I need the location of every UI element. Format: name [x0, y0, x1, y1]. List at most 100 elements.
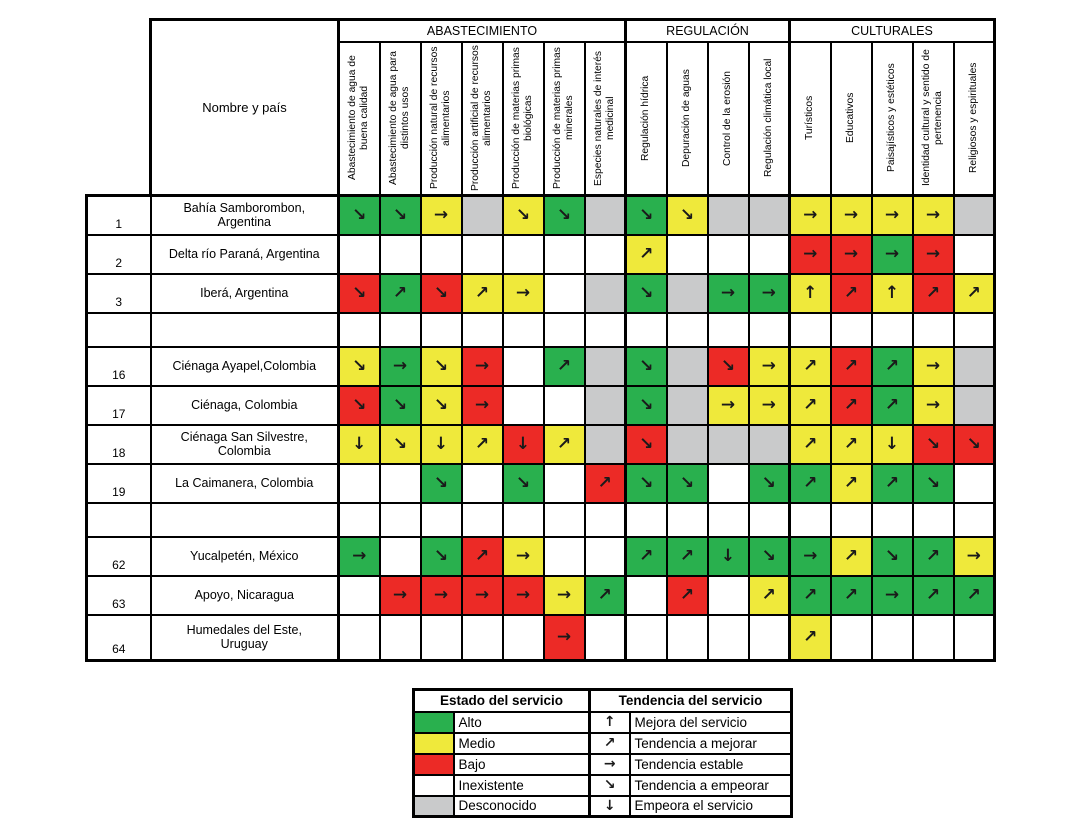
state-label: Medio — [452, 731, 591, 755]
service-cell: ↗ — [583, 462, 627, 504]
service-cell: ↗ — [911, 535, 955, 577]
service-cell: → — [419, 574, 463, 616]
service-cell: ↘ — [624, 194, 668, 236]
service-cell: → — [788, 233, 832, 275]
service-cell — [542, 272, 586, 314]
service-cell: ↘ — [952, 423, 996, 465]
row-number: 18 — [85, 423, 152, 465]
service-cell — [665, 272, 709, 314]
service-cell: → — [952, 535, 996, 577]
service-cell: ↘ — [665, 194, 709, 236]
service-cell: ↗ — [870, 345, 914, 387]
service-cell: ↗ — [952, 272, 996, 314]
service-cell: ↗ — [624, 233, 668, 275]
column-header-label: Especies naturales de interés medicinal — [592, 50, 616, 186]
spacer-row — [85, 501, 996, 538]
service-cell — [952, 501, 996, 538]
service-cell: ↗ — [788, 462, 832, 504]
wetland-row: 16 Ciénaga Ayapel,Colombia ↘ → ↘ → ↗ ↘ ↘ → ↗ ↗ ↗ → — [85, 345, 996, 387]
column-header: Control de la erosión — [706, 40, 750, 197]
row-number — [85, 311, 152, 348]
trend-label: Tendencia a mejorar — [628, 731, 793, 755]
service-cell — [665, 311, 709, 348]
service-cell — [337, 233, 381, 275]
service-cell: ↗ — [788, 384, 832, 426]
service-cell: ↘ — [624, 345, 668, 387]
column-header: Producción artificial de recursos alimen… — [460, 40, 504, 197]
wetland-row: 62 Yucalpetén, México → ↘ ↗ → ↗ ↗ ↓ ↘ → ↗ ↘ ↗ → — [85, 535, 996, 577]
service-cell — [706, 574, 750, 616]
state-label: Alto — [452, 710, 591, 734]
service-cell: → — [829, 233, 873, 275]
service-cell: ↘ — [378, 194, 422, 236]
service-cell: ↘ — [747, 462, 791, 504]
legend-row: Desconocido ↓ Empeora el servicio — [412, 794, 793, 818]
trend-arrow-icon: ↗ — [588, 731, 631, 755]
service-cell: ↗ — [911, 574, 955, 616]
service-cell — [747, 423, 791, 465]
service-cell — [952, 384, 996, 426]
service-cell: ↘ — [911, 462, 955, 504]
matrix-header: Nombre y país ABASTECIMIENTO REGULACIÓN CU… — [86, 18, 996, 197]
column-header-label: Identidad cultural y sentido de pertenen… — [921, 49, 944, 187]
wetland-name: Humedales del Este, Uruguay — [149, 613, 340, 662]
service-cell — [501, 311, 545, 348]
service-cell: ↗ — [460, 272, 504, 314]
service-cell: ↗ — [788, 423, 832, 465]
service-cell — [952, 233, 996, 275]
column-header: Especies naturales de interés medicinal — [583, 40, 627, 197]
service-cell — [952, 462, 996, 504]
service-cell — [460, 462, 504, 504]
wetland-name: Apoyo, Nicaragua — [149, 574, 340, 616]
state-color-swatch — [412, 710, 455, 734]
service-cell: ↘ — [337, 384, 381, 426]
service-cell: ↑ — [788, 272, 832, 314]
service-cell: → — [542, 574, 586, 616]
service-cell: ↗ — [829, 272, 873, 314]
service-cell: ↘ — [624, 272, 668, 314]
service-cell — [378, 462, 422, 504]
legend-body: Alto ↑ Mejora del servicio Medio ↗ Tendencia … — [412, 710, 793, 818]
service-cell — [747, 233, 791, 275]
row-number: 62 — [85, 535, 152, 577]
service-cell — [706, 613, 750, 662]
wetland-row: 17 Ciénaga, Colombia ↘ ↘ ↘ → ↘ → → ↗ ↗ ↗ → — [85, 384, 996, 426]
column-header: Producción de materias primas biológicas — [501, 40, 545, 197]
service-cell: ↗ — [829, 345, 873, 387]
service-cell: → — [460, 384, 504, 426]
service-cell: → — [829, 194, 873, 236]
service-cell: → — [870, 194, 914, 236]
wetland-name — [149, 311, 340, 348]
column-header: Abastecimiento de agua para distintos us… — [378, 40, 422, 197]
row-number: 19 — [85, 462, 152, 504]
column-header-label: Abastecimiento de agua de buena calidad — [347, 55, 371, 181]
service-cell: → — [747, 345, 791, 387]
service-cell — [911, 613, 955, 662]
service-cell: ↓ — [706, 535, 750, 577]
service-cell — [542, 501, 586, 538]
service-cell — [665, 423, 709, 465]
column-header: Turísticos — [788, 40, 832, 197]
legend-row: Bajo → Tendencia estable — [412, 752, 793, 776]
service-cell: → — [378, 345, 422, 387]
service-cell — [337, 501, 381, 538]
service-cell — [542, 311, 586, 348]
service-cell — [747, 311, 791, 348]
service-cell: ↓ — [419, 423, 463, 465]
service-cell — [747, 194, 791, 236]
service-cell: ↘ — [419, 535, 463, 577]
column-header: Religiosos y espirituales — [952, 40, 996, 197]
estado-legend-header: Estado del servicio — [412, 688, 591, 713]
service-cell — [460, 501, 504, 538]
row-number: 1 — [85, 194, 152, 236]
service-cell: → — [870, 233, 914, 275]
service-cell — [460, 613, 504, 662]
wetland-row: 19 La Caimanera, Colombia ↘ ↘ ↗ ↘ ↘ ↘ ↗ ↗ ↗ ↘ — [85, 462, 996, 504]
state-color-swatch — [412, 794, 455, 818]
service-cell — [706, 423, 750, 465]
name-country-header: Nombre y país — [149, 18, 340, 197]
column-header-label: Paisajísticos y estéticos — [886, 63, 898, 173]
wetland-name: Iberá, Argentina — [149, 272, 340, 314]
service-cell — [870, 311, 914, 348]
service-cell — [337, 574, 381, 616]
